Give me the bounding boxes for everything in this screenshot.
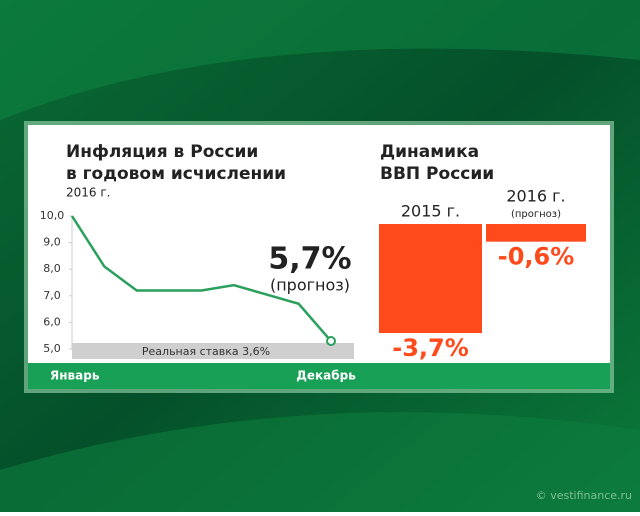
x-tick-label: Декабрь [296,369,356,383]
y-tick-label: 6,0 [43,315,61,328]
x-tick-label: 2015 г. [401,202,460,221]
chart-title: в годовом исчислении [66,164,286,184]
panel [28,125,610,363]
y-tick-label: 8,0 [43,262,61,275]
rate-label: Реальная ставка 3,6% [142,345,270,358]
y-tick-label: 9,0 [43,236,61,249]
rate-band [72,343,354,359]
bg-swoosh [0,412,640,512]
y-tick-label: 10,0 [40,209,65,222]
y-tick-label: 7,0 [43,289,61,302]
chart-title: Инфляция в России [66,142,258,162]
bar [486,224,586,242]
watermark: © vestifinance.ru [536,489,632,502]
x-tick-label: Январь [50,369,100,383]
category-note: (прогноз) [511,209,561,220]
value-label: -0,6% [498,243,575,271]
end-point [326,336,336,347]
y-tick-label: 5,0 [43,342,61,355]
forecast-note: (прогноз) [270,276,350,295]
bg-swoosh [0,0,640,120]
chart-subtitle: 2016 г. [66,186,110,200]
value-label: -3,7% [392,334,469,362]
forecast-value: 5,7% [268,242,351,277]
line [70,215,332,342]
chart-title: ВВП России [380,164,494,184]
chart-title: Динамика [380,142,479,162]
bar [379,224,482,333]
panel-footer [28,363,610,389]
x-tick-label: 2016 г. [506,187,565,206]
